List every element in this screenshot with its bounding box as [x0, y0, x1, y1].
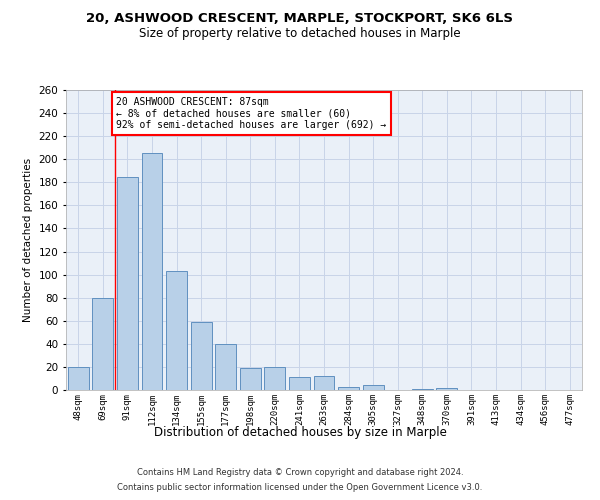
Bar	[314, 376, 334, 390]
Y-axis label: Number of detached properties: Number of detached properties	[23, 158, 33, 322]
Text: Contains public sector information licensed under the Open Government Licence v3: Contains public sector information licen…	[118, 483, 482, 492]
Text: 20, ASHWOOD CRESCENT, MARPLE, STOCKPORT, SK6 6LS: 20, ASHWOOD CRESCENT, MARPLE, STOCKPORT,…	[86, 12, 514, 26]
Bar	[191, 322, 212, 390]
Bar	[117, 176, 138, 390]
Text: 20 ASHWOOD CRESCENT: 87sqm
← 8% of detached houses are smaller (60)
92% of semi-: 20 ASHWOOD CRESCENT: 87sqm ← 8% of detac…	[116, 97, 386, 130]
Bar	[362, 386, 383, 390]
Bar	[142, 154, 163, 390]
Bar	[240, 368, 261, 390]
Bar	[92, 298, 113, 390]
Bar	[265, 367, 286, 390]
Text: Distribution of detached houses by size in Marple: Distribution of detached houses by size …	[154, 426, 446, 439]
Bar	[436, 388, 457, 390]
Bar	[289, 378, 310, 390]
Bar	[215, 344, 236, 390]
Bar	[338, 386, 359, 390]
Text: Contains HM Land Registry data © Crown copyright and database right 2024.: Contains HM Land Registry data © Crown c…	[137, 468, 463, 477]
Bar	[68, 367, 89, 390]
Bar	[412, 389, 433, 390]
Text: Size of property relative to detached houses in Marple: Size of property relative to detached ho…	[139, 28, 461, 40]
Bar	[166, 271, 187, 390]
